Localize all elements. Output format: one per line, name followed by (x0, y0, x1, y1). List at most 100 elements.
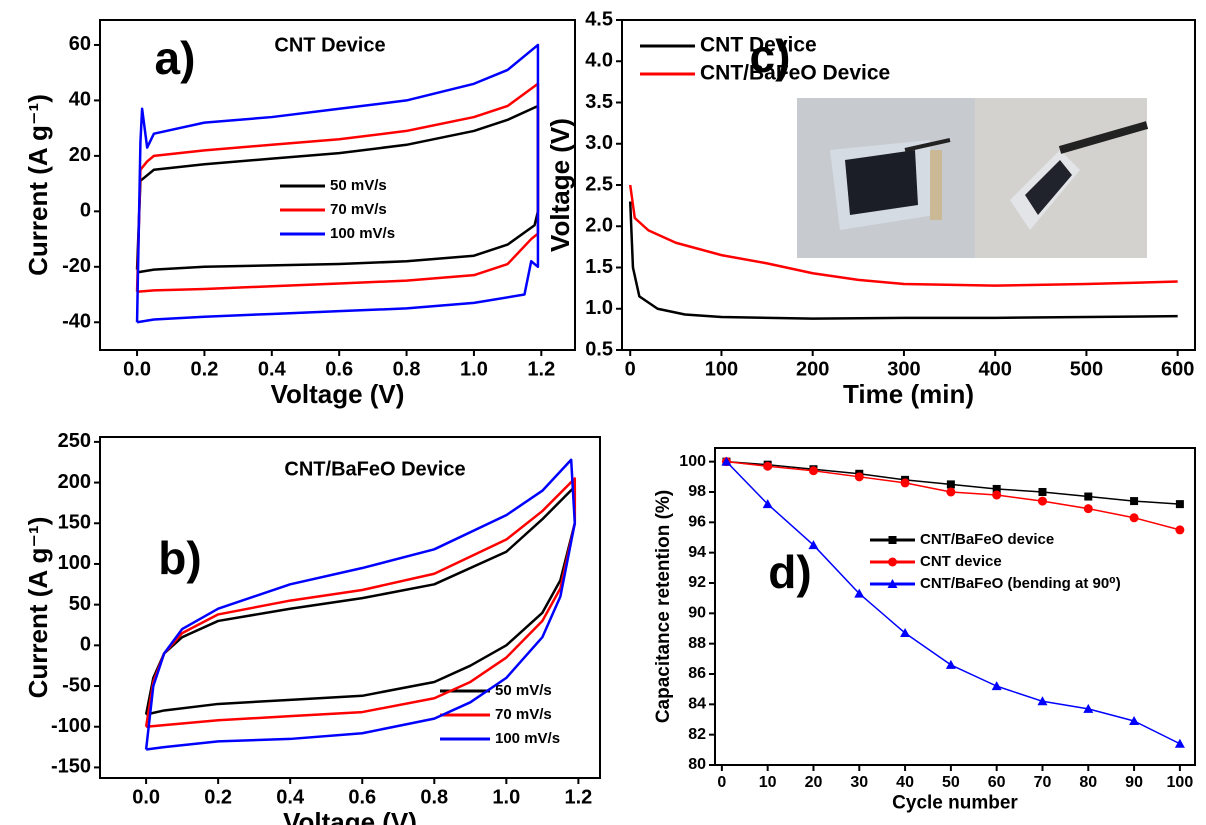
panel: 0.0 0.2 0.4 0.6 0.8 1.0 1.2 -150 -100 -50 0 50 100 15… (23, 430, 601, 825)
legend-label: 50 mV/s (495, 682, 552, 699)
y-tick-label: 2.0 (585, 215, 613, 237)
series-line (144, 485, 577, 716)
photo (797, 98, 1149, 258)
y-tick-label: 3.5 (585, 91, 613, 113)
y-tick-label: 90 (688, 605, 706, 622)
y-tick-label: -150 (51, 756, 91, 778)
y-tick-label: 0 (80, 634, 91, 656)
marker (1130, 497, 1139, 506)
y-tick-label: 96 (688, 514, 706, 531)
x-tick-label: 0.4 (258, 358, 287, 380)
x-tick-label: 40 (896, 774, 914, 791)
y-tick-label: 3.0 (585, 132, 613, 154)
legend-label: 100 mV/s (330, 225, 395, 242)
marker (854, 588, 865, 598)
x-tick-label: 0.8 (420, 786, 448, 808)
x-tick-label: 400 (978, 358, 1011, 380)
marker (900, 478, 910, 488)
series-line (628, 201, 1178, 320)
y-tick-label: 250 (58, 430, 91, 452)
x-tick-label: 200 (796, 358, 829, 380)
x-tick-label: 0.0 (132, 786, 160, 808)
marker (900, 628, 911, 638)
y-tick-label: 100 (679, 453, 706, 470)
legend-label: 50 mV/s (330, 177, 387, 194)
legend-label: CNT/BaFeO device (920, 531, 1054, 548)
marker (1175, 500, 1184, 509)
marker (992, 490, 1002, 500)
marker (946, 480, 955, 489)
marker (1129, 513, 1139, 523)
x-tick-label: 1.0 (460, 358, 488, 380)
y-tick-label: 1.0 (585, 297, 613, 319)
legend-label: 100 mV/s (495, 730, 560, 747)
panel-label: a) (155, 32, 196, 84)
x-axis-label: Cycle number (892, 792, 1018, 813)
x-tick-label: 0.8 (393, 358, 421, 380)
marker (1083, 504, 1093, 514)
y-tick-label: 94 (688, 544, 706, 561)
panel-title: CNT/BaFeO Device (284, 458, 465, 480)
x-tick-label: 100 (1167, 774, 1194, 791)
x-axis-label: Time (min) (843, 379, 974, 409)
marker (1175, 525, 1185, 535)
y-tick-label: -100 (51, 715, 91, 737)
x-tick-label: 20 (805, 774, 823, 791)
marker (1037, 696, 1048, 706)
y-tick-label: 2.5 (585, 173, 613, 195)
series-line (135, 43, 540, 324)
x-tick-label: 0.6 (348, 786, 376, 808)
y-tick-label: 150 (58, 512, 91, 534)
legend-label: CNT Device (700, 34, 817, 57)
y-axis-label: Current (A g⁻¹) (23, 94, 53, 276)
legend-label: 70 mV/s (495, 706, 552, 723)
marker (763, 461, 773, 471)
marker (762, 499, 773, 509)
x-tick-label: 50 (942, 774, 960, 791)
y-axis-label: Voltage (V) (545, 118, 575, 252)
x-tick-label: 1.2 (564, 786, 592, 808)
y-tick-label: 86 (688, 665, 706, 682)
y-tick-label: -50 (62, 674, 91, 696)
x-tick-label: 60 (988, 774, 1006, 791)
y-tick-label: 0.5 (585, 338, 613, 360)
plot-frame (714, 447, 1196, 766)
x-tick-label: 1.0 (492, 786, 520, 808)
y-tick-label: 100 (58, 552, 91, 574)
y-tick-label: 88 (688, 635, 706, 652)
x-tick-label: 70 (1034, 774, 1052, 791)
marker (1129, 716, 1140, 726)
x-tick-label: 0 (625, 358, 636, 380)
x-tick-label: 0.2 (204, 786, 232, 808)
marker (1083, 703, 1094, 713)
x-tick-label: 0.6 (325, 358, 353, 380)
x-axis-label: Voltage (V) (283, 807, 417, 825)
plot-frame (99, 436, 601, 779)
panel: 0 100 200 300 400 500 600 0.5 1.0 1.5 2.0 2.5 3.0 3.5… (545, 8, 1196, 409)
x-tick-label: 0.2 (191, 358, 219, 380)
series-line (144, 458, 577, 751)
x-tick-label: 500 (1070, 358, 1103, 380)
marker (992, 484, 1001, 493)
y-tick-label: -40 (62, 311, 91, 333)
marker (945, 659, 956, 669)
y-tick-label: 50 (69, 593, 91, 615)
x-tick-label: 80 (1079, 774, 1097, 791)
marker (854, 472, 864, 482)
marker (1174, 738, 1185, 748)
marker (991, 681, 1002, 691)
x-tick-label: 30 (850, 774, 868, 791)
legend-label: 70 mV/s (330, 201, 387, 218)
panel: 0 10 20 30 40 50 60 70 80 90 100 80 82 84 86 88 90 92 94 96… (653, 447, 1196, 813)
legend-marker (888, 557, 897, 567)
panel-label: d) (768, 546, 811, 598)
legend-label: CNT/BaFeO Device (700, 62, 890, 85)
x-tick-label: 100 (705, 358, 738, 380)
y-tick-label: -20 (62, 255, 91, 277)
legend-marker (887, 579, 898, 588)
y-tick-label: 1.5 (585, 256, 613, 278)
y-axis-label: Capacitance retention (%) (653, 490, 674, 723)
y-tick-label: 4.5 (585, 8, 613, 30)
y-tick-label: 20 (69, 144, 91, 166)
